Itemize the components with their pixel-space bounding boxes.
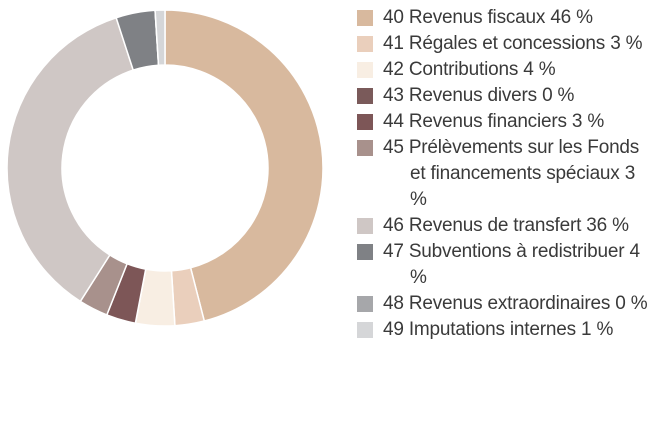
legend-label: 43 Revenus divers <box>383 85 537 106</box>
legend-entry: 40 Revenus fiscaux 46 % <box>355 5 653 31</box>
legend-entry: 49 Imputations internes 1 % <box>355 317 653 343</box>
legend-entry: 45 Prélèvements sur les Fonds et finance… <box>355 135 653 213</box>
legend-swatch <box>357 10 373 26</box>
legend-value: 46 % <box>550 7 593 28</box>
legend-swatch <box>357 244 373 260</box>
legend-value: 4 % <box>410 241 640 288</box>
legend-label: 41 Régales et concessions <box>383 33 606 54</box>
legend-entry: 47 Subventions à redistribuer 4 % <box>355 239 653 291</box>
legend-entry: 41 Régales et concessions 3 % <box>355 31 653 57</box>
donut-slice <box>154 9 166 66</box>
legend-swatch <box>357 322 373 338</box>
legend-value: 3 % <box>410 163 636 210</box>
legend-label: 48 Revenus extraordinaires <box>383 293 611 314</box>
legend-entry: 44 Revenus financiers 3 % <box>355 109 653 135</box>
legend-swatch <box>357 140 373 156</box>
legend-value: 3 % <box>571 111 605 132</box>
donut-slice <box>164 9 324 322</box>
legend-swatch <box>357 218 373 234</box>
legend-swatch <box>357 114 373 130</box>
legend-swatch <box>357 88 373 104</box>
legend-swatch <box>357 36 373 52</box>
legend-label: 42 Contributions <box>383 59 519 80</box>
legend-entry: 46 Revenus de transfert 36 % <box>355 213 653 239</box>
legend-value: 36 % <box>586 215 629 236</box>
legend-value: 0 % <box>615 293 648 314</box>
legend-entry: 42 Contributions 4 % <box>355 57 653 83</box>
donut-chart <box>6 9 324 327</box>
legend-label: 40 Revenus fiscaux <box>383 7 546 28</box>
legend-entry: 43 Revenus divers 0 % <box>355 83 653 109</box>
legend-swatch <box>357 296 373 312</box>
legend-label: 47 Subventions à redistribuer <box>383 241 625 262</box>
legend-swatch <box>357 62 373 78</box>
legend-value: 3 % <box>610 33 643 54</box>
legend-label: 44 Revenus financiers <box>383 111 567 132</box>
legend-value: 1 % <box>581 319 614 340</box>
legend-label: 46 Revenus de transfert <box>383 215 582 236</box>
legend-label: 45 Prélèvements sur les Fonds et finance… <box>383 137 640 184</box>
legend-label: 49 Imputations internes <box>383 319 576 340</box>
legend-value: 4 % <box>523 59 556 80</box>
legend: 40 Revenus fiscaux 46 % 41 Régales et con… <box>355 5 653 343</box>
donut-slice <box>6 16 135 303</box>
legend-entry: 48 Revenus extraordinaires 0 % <box>355 291 653 317</box>
legend-value: 0 % <box>542 85 575 106</box>
